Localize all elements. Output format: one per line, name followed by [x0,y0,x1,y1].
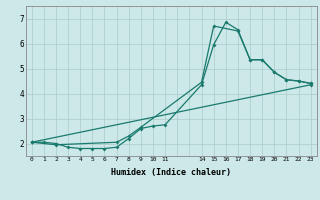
X-axis label: Humidex (Indice chaleur): Humidex (Indice chaleur) [111,168,231,177]
